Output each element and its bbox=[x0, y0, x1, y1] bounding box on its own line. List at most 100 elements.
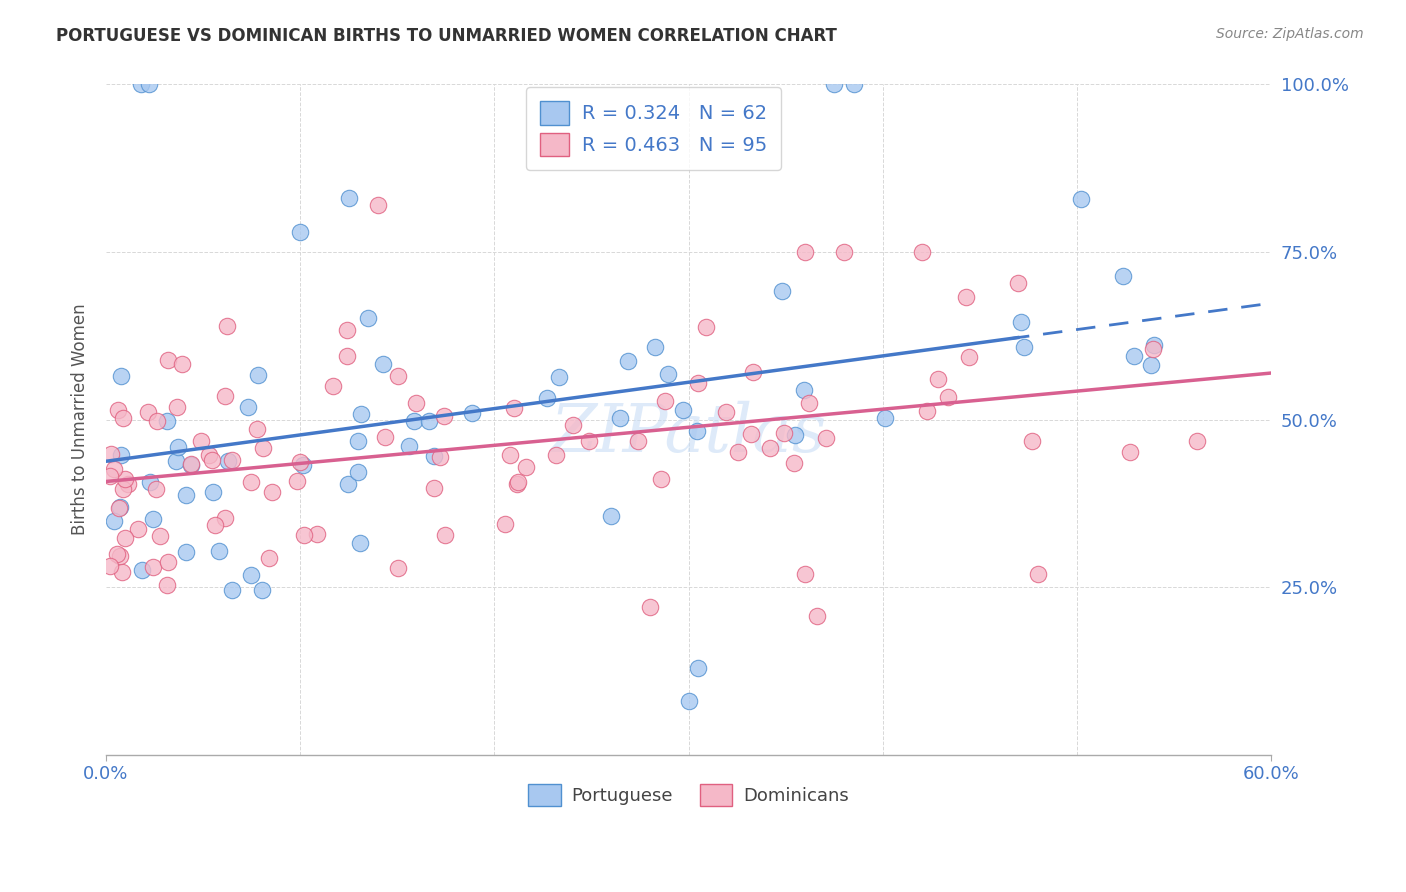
Point bbox=[832, 245, 855, 260]
Point bbox=[142, 559, 165, 574]
Text: ZIPatlas: ZIPatlas bbox=[550, 401, 827, 466]
Point bbox=[292, 458, 315, 472]
Point bbox=[142, 512, 165, 526]
Point bbox=[157, 353, 180, 368]
Point bbox=[346, 434, 368, 448]
Point bbox=[285, 474, 308, 488]
Point bbox=[180, 458, 202, 472]
Point bbox=[214, 511, 236, 525]
Point bbox=[503, 401, 526, 415]
Point bbox=[387, 561, 409, 575]
Point bbox=[714, 405, 737, 419]
Point bbox=[167, 440, 190, 454]
Point bbox=[1012, 341, 1035, 355]
Point bbox=[794, 245, 817, 260]
Point bbox=[257, 551, 280, 566]
Point bbox=[1143, 337, 1166, 351]
Point bbox=[290, 455, 312, 469]
Point bbox=[100, 558, 122, 573]
Point bbox=[108, 549, 131, 563]
Point bbox=[797, 396, 820, 410]
Point bbox=[1112, 269, 1135, 284]
Point bbox=[111, 565, 134, 579]
Point bbox=[236, 400, 259, 414]
Point bbox=[131, 563, 153, 577]
Legend: Portuguese, Dominicans: Portuguese, Dominicans bbox=[520, 776, 856, 813]
Point bbox=[806, 609, 828, 624]
Point bbox=[201, 453, 224, 467]
Point bbox=[129, 78, 152, 92]
Point bbox=[823, 78, 845, 92]
Point bbox=[404, 414, 426, 428]
Point bbox=[105, 547, 128, 561]
Point bbox=[110, 368, 132, 383]
Point bbox=[783, 456, 806, 470]
Point bbox=[1026, 566, 1049, 581]
Point bbox=[100, 447, 122, 461]
Point bbox=[215, 318, 238, 333]
Point bbox=[145, 482, 167, 496]
Point bbox=[1021, 434, 1043, 449]
Point bbox=[357, 310, 380, 325]
Point bbox=[204, 517, 226, 532]
Point bbox=[600, 508, 623, 523]
Point bbox=[165, 454, 187, 468]
Point bbox=[494, 516, 516, 531]
Point bbox=[815, 431, 838, 445]
Point bbox=[578, 434, 600, 449]
Point bbox=[305, 527, 328, 541]
Point bbox=[740, 427, 762, 442]
Point bbox=[957, 350, 980, 364]
Point bbox=[108, 501, 131, 516]
Point bbox=[127, 522, 149, 536]
Point bbox=[927, 372, 949, 386]
Y-axis label: Births to Unmarried Women: Births to Unmarried Women bbox=[72, 304, 89, 535]
Point bbox=[936, 390, 959, 404]
Point bbox=[644, 340, 666, 354]
Point bbox=[547, 370, 569, 384]
Point bbox=[221, 582, 243, 597]
Point bbox=[423, 450, 446, 464]
Point bbox=[562, 418, 585, 433]
Point bbox=[145, 413, 167, 427]
Point bbox=[609, 411, 631, 425]
Point bbox=[398, 439, 420, 453]
Point bbox=[148, 528, 170, 542]
Point bbox=[114, 472, 136, 486]
Point bbox=[292, 528, 315, 542]
Point bbox=[111, 411, 134, 425]
Point bbox=[136, 405, 159, 419]
Point bbox=[515, 460, 537, 475]
Point bbox=[1119, 445, 1142, 459]
Point bbox=[174, 488, 197, 502]
Point bbox=[688, 376, 710, 391]
Point bbox=[198, 448, 221, 462]
Point bbox=[910, 245, 932, 260]
Point bbox=[336, 477, 359, 491]
Point bbox=[688, 661, 710, 675]
Point bbox=[433, 528, 456, 542]
Point bbox=[793, 383, 815, 397]
Point bbox=[650, 471, 672, 485]
Point bbox=[423, 481, 446, 495]
Point bbox=[117, 476, 139, 491]
Point bbox=[221, 452, 243, 467]
Point bbox=[103, 514, 125, 528]
Point bbox=[138, 78, 160, 92]
Point bbox=[139, 475, 162, 490]
Point bbox=[1140, 358, 1163, 372]
Point bbox=[240, 475, 263, 490]
Point bbox=[915, 404, 938, 418]
Point bbox=[432, 409, 454, 423]
Point bbox=[1010, 315, 1032, 329]
Point bbox=[499, 448, 522, 462]
Point bbox=[157, 555, 180, 569]
Point bbox=[336, 349, 359, 363]
Point bbox=[506, 476, 529, 491]
Point bbox=[367, 198, 389, 212]
Point bbox=[616, 354, 638, 368]
Point bbox=[955, 290, 977, 304]
Point bbox=[288, 225, 311, 239]
Point bbox=[252, 441, 274, 455]
Point bbox=[217, 454, 239, 468]
